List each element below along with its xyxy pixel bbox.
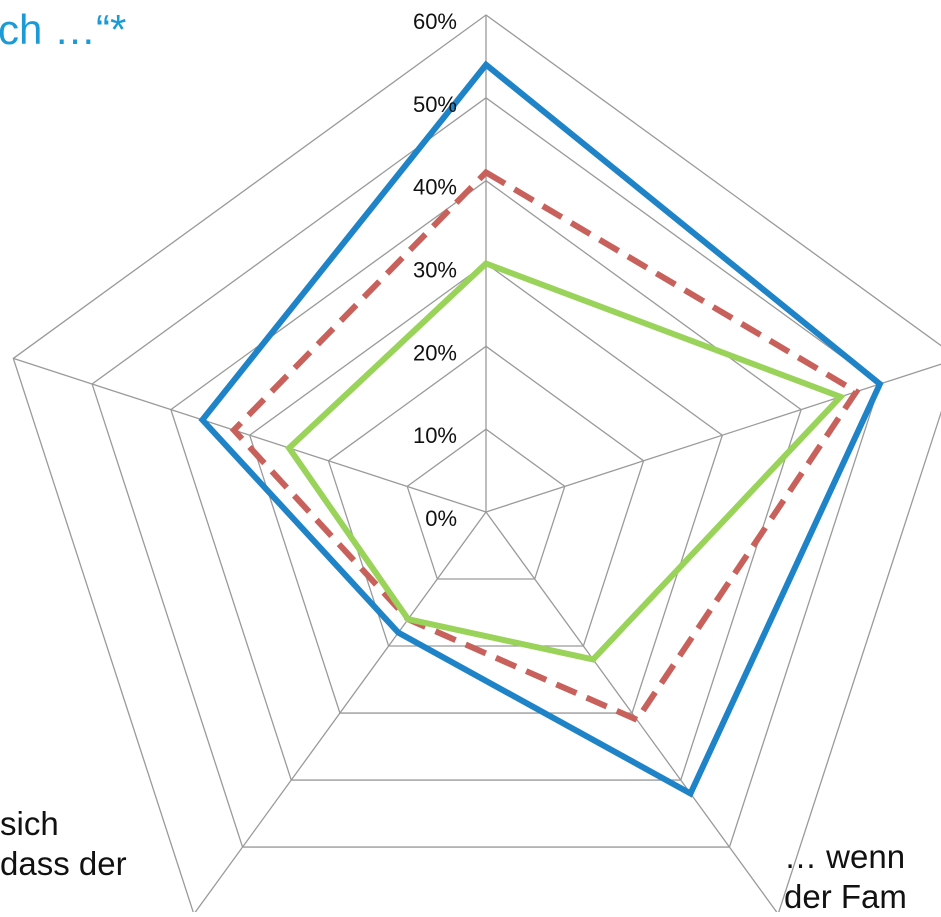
category-label-bottom-left: sich dass der xyxy=(0,804,127,884)
series-line-3 xyxy=(285,260,846,663)
axis-spoke xyxy=(13,357,487,513)
grid-ring xyxy=(406,428,566,580)
series-line-2 xyxy=(229,168,861,724)
category-label-line: der Fam xyxy=(784,878,907,915)
tick-label: 40% xyxy=(413,175,457,200)
tick-label: 0% xyxy=(425,506,457,531)
category-label-line: dass der xyxy=(0,845,127,882)
radar-series xyxy=(198,60,884,798)
grid-ring xyxy=(248,262,724,714)
tick-label: 60% xyxy=(413,9,457,34)
radar-spokes xyxy=(13,15,941,912)
tick-label: 10% xyxy=(413,423,457,448)
chart-title: ch …“* xyxy=(0,6,127,53)
category-label-line: … wenn xyxy=(784,838,906,875)
category-label-bottom-right: … wenn der Fam xyxy=(784,837,907,917)
tick-label: 20% xyxy=(413,340,457,365)
axis-spoke xyxy=(485,511,778,912)
grid-ring xyxy=(170,179,802,781)
tick-label: 50% xyxy=(413,92,457,117)
grid-ring xyxy=(327,345,645,647)
radial-axis-ticks: 0% 10% 20% 30% 40% 50% 60% xyxy=(413,9,457,531)
category-label-line: sich xyxy=(0,805,59,842)
grid-ring xyxy=(91,97,881,848)
tick-label: 30% xyxy=(413,258,457,283)
grid-ring xyxy=(12,14,941,912)
radar-grid xyxy=(12,14,941,912)
axis-spoke xyxy=(194,511,487,912)
series-line-1 xyxy=(198,60,884,798)
